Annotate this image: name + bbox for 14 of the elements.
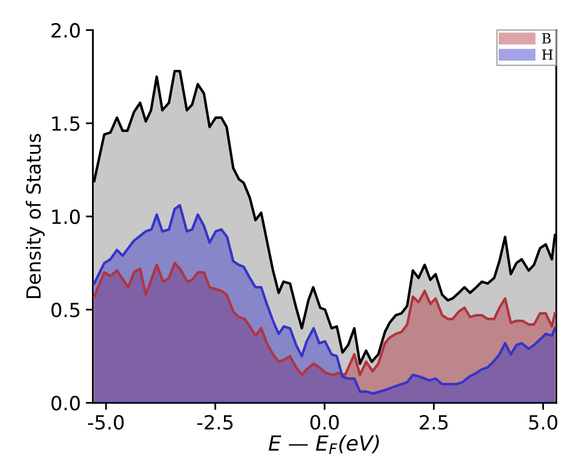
y-tick-label: 1.5 bbox=[52, 116, 80, 131]
x-tick-label: 0.0 bbox=[310, 414, 339, 430]
y-tick-label: 2.0 bbox=[52, 23, 80, 38]
y-axis-title: Density of Status bbox=[26, 134, 45, 298]
x-tick-label: -2.5 bbox=[197, 414, 233, 430]
x-tick-label: -5.0 bbox=[88, 414, 124, 430]
y-tick-label: 1.0 bbox=[52, 209, 80, 224]
x-tick-label: 2.5 bbox=[420, 414, 448, 430]
y-tick-label: 0.5 bbox=[51, 302, 80, 318]
legend-label: H bbox=[542, 50, 553, 60]
legend-label: B bbox=[542, 33, 551, 44]
x-axis-title: E — E$_{F}$(eV) bbox=[268, 434, 379, 454]
y-tick-label: 0.0 bbox=[51, 396, 80, 410]
x-tick-label: 5.0 bbox=[529, 414, 558, 430]
